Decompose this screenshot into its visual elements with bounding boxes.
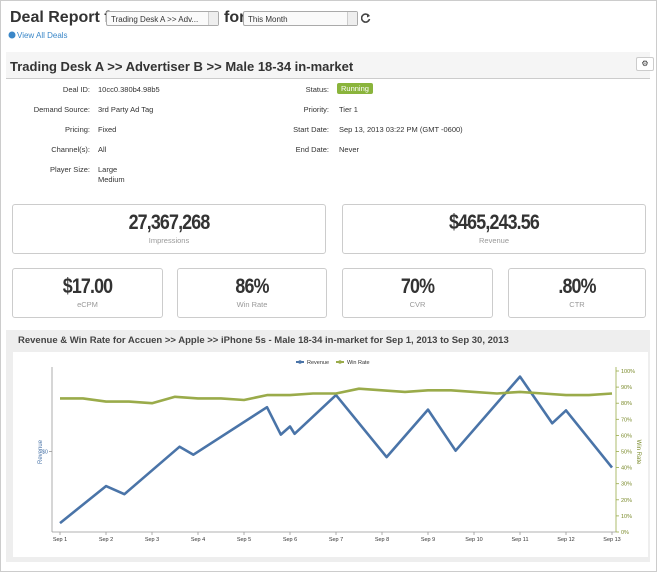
legend-marker: [338, 360, 342, 364]
field-value: Large: [98, 165, 118, 174]
y2-tick-label: 70%: [621, 417, 632, 423]
y2-tick-label: 60%: [621, 433, 632, 439]
metric-card: 86% Win Rate: [177, 268, 327, 318]
metric-label: Win Rate: [236, 300, 268, 309]
view-all-link[interactable]: View All Deals: [17, 31, 68, 40]
field-label: Player Size:: [49, 165, 90, 174]
field-label: Pricing:: [64, 125, 90, 134]
field-label: Channel(s):: [51, 145, 90, 154]
field-label: End Date:: [295, 145, 329, 154]
x-tick-label: Sep 3: [145, 537, 159, 543]
y2-tick-label: 90%: [621, 385, 632, 391]
metric-card: 70% CVR: [342, 268, 493, 318]
period-select[interactable]: This Month: [243, 11, 358, 26]
x-tick-label: Sep 8: [375, 537, 389, 543]
x-tick-label: Sep 1: [53, 537, 67, 543]
x-tick-label: Sep 6: [283, 537, 297, 543]
metric-value: 86%: [235, 275, 269, 298]
field-label: Deal ID:: [62, 85, 90, 94]
y2-tick-label: 10%: [621, 514, 632, 520]
metric-card: .80% CTR: [508, 268, 646, 318]
field-value: Never: [339, 145, 360, 154]
chart-area: [13, 352, 648, 557]
legend-label: Revenue: [307, 360, 329, 366]
field-label: Priority:: [303, 105, 329, 114]
x-tick-label: Sep 5: [237, 537, 251, 543]
info-icon: [8, 31, 16, 39]
metric-label: Revenue: [478, 236, 510, 245]
metric-value: $465,243.56: [449, 211, 540, 234]
y2-tick-label: 40%: [621, 466, 632, 472]
deal-title: Trading Desk A >> Advertiser B >> Male 1…: [10, 59, 354, 74]
status-badge: Running: [337, 83, 373, 94]
y2-tick-label: 80%: [621, 401, 632, 407]
y-axis-label: Revenue: [38, 439, 44, 464]
x-tick-label: Sep 10: [465, 537, 482, 543]
y2-tick-label: 0%: [621, 530, 629, 536]
field-value: All: [98, 145, 107, 154]
y2-tick-label: 100%: [621, 369, 635, 375]
metric-label: CTR: [569, 300, 585, 309]
metric-card: 27,367,268 Impressions: [12, 204, 326, 254]
field-value: Fixed: [98, 125, 117, 134]
metric-value: 70%: [400, 275, 435, 298]
metric-label: Impressions: [148, 236, 190, 245]
metric-label: eCPM: [77, 300, 98, 309]
legend-marker: [298, 360, 302, 364]
field-value: 3rd Party Ad Tag: [98, 105, 154, 114]
x-tick-label: Sep 13: [603, 537, 620, 543]
chart-title: Revenue & Win Rate for Accuen >> Apple >…: [18, 335, 509, 346]
legend-label: Win Rate: [347, 360, 370, 366]
field-value: 10cc0.380b4.98b5: [98, 85, 160, 94]
metric-card: $17.00 eCPM: [12, 268, 163, 318]
metric-value: .80%: [558, 275, 596, 298]
y2-axis-label: Win Rate: [635, 440, 641, 465]
metric-value: 27,367,268: [128, 211, 211, 234]
y-tick-label: $0: [42, 450, 48, 456]
x-tick-label: Sep 11: [511, 537, 528, 543]
metric-label: CVR: [409, 300, 426, 309]
section-bar: [6, 52, 650, 79]
field-value: Tier 1: [339, 105, 358, 114]
series-line: [60, 387, 613, 405]
field-label: Start Date:: [293, 125, 329, 134]
field-value: Medium: [98, 175, 125, 184]
refresh-icon[interactable]: [361, 13, 371, 23]
connector: for: [224, 9, 246, 26]
x-tick-label: Sep 2: [99, 537, 113, 543]
y2-tick-label: 50%: [621, 450, 632, 456]
x-tick-label: Sep 12: [557, 537, 574, 543]
x-tick-label: Sep 9: [421, 537, 435, 543]
metric-card: $465,243.56 Revenue: [342, 204, 646, 254]
metric-value: $17.00: [62, 275, 113, 298]
y2-tick-label: 30%: [621, 482, 632, 488]
field-label: Status:: [305, 85, 329, 94]
desk-select[interactable]: Trading Desk A >> Adv...: [106, 11, 219, 26]
y2-tick-label: 20%: [621, 498, 632, 504]
field-label: Demand Source:: [33, 105, 90, 114]
page-title: Deal Report for: [10, 9, 126, 26]
x-tick-label: Sep 4: [191, 537, 205, 543]
field-value: Sep 13, 2013 03:22 PM (GMT -0600): [339, 125, 463, 134]
settings-button[interactable]: ⚙: [636, 57, 654, 71]
x-tick-label: Sep 7: [329, 537, 343, 543]
